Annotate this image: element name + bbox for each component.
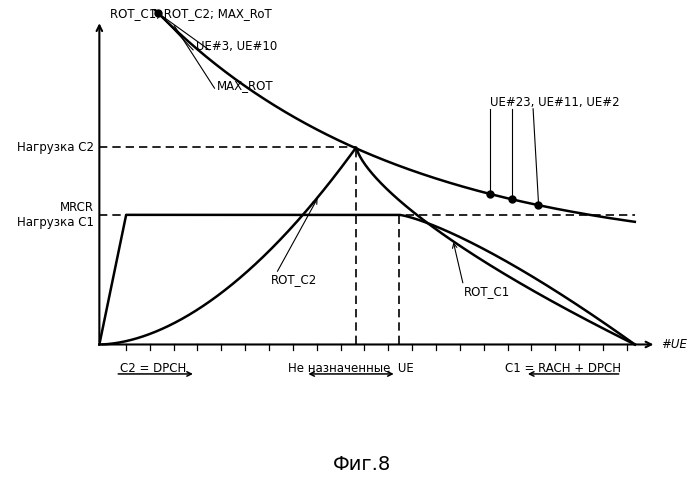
Text: Не назначенные  UE: Не назначенные UE (288, 361, 414, 375)
Text: Нагрузка С1: Нагрузка С1 (17, 216, 94, 228)
Text: UE#23, UE#11, UE#2: UE#23, UE#11, UE#2 (490, 97, 620, 109)
Text: #UE: #UE (662, 338, 688, 351)
Text: ROT_C1, ROT_C2; MAX_RoT: ROT_C1, ROT_C2; MAX_RoT (110, 7, 272, 21)
Text: MAX_ROT: MAX_ROT (217, 79, 274, 92)
Text: C1 = RACH + DPCH: C1 = RACH + DPCH (505, 361, 621, 375)
Text: Фиг.8: Фиг.8 (333, 455, 391, 474)
Text: Нагрузка С2: Нагрузка С2 (17, 141, 94, 153)
Text: UE#3, UE#10: UE#3, UE#10 (196, 41, 277, 54)
Text: MRCR: MRCR (60, 201, 94, 214)
Text: ROT_C1: ROT_C1 (463, 285, 510, 298)
Text: ROT_C2: ROT_C2 (271, 273, 317, 286)
Text: C2 = DPCH: C2 = DPCH (120, 361, 186, 375)
